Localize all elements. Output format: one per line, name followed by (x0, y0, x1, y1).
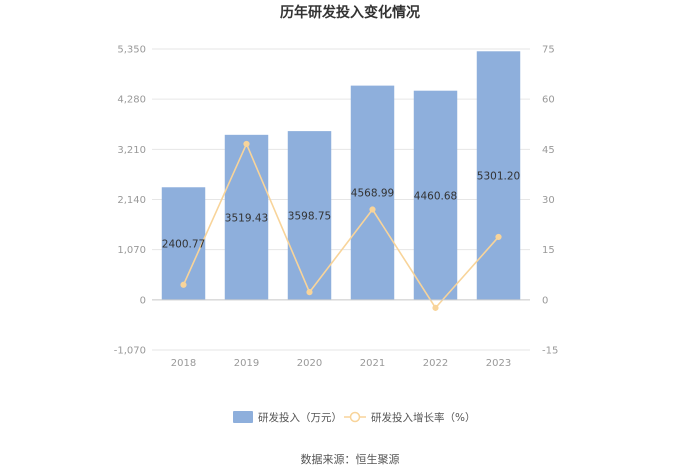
bar-series (161, 51, 521, 300)
bar-value-label: 4568.99 (351, 188, 394, 200)
right-tick-label: 45 (542, 145, 555, 156)
chart-title: 历年研发投入变化情况 (280, 4, 420, 21)
line-point (369, 206, 376, 213)
legend-line-label: 研发投入增长率（%） (371, 411, 475, 424)
bar-value-label: 3519.43 (225, 212, 268, 224)
bar (350, 85, 395, 300)
x-tick-label: 2018 (171, 358, 196, 369)
line-point (495, 233, 502, 241)
bar (161, 187, 206, 300)
left-tick-label: -1,070 (114, 346, 146, 357)
x-tick-label: 2019 (234, 358, 259, 369)
legend[interactable]: 研发投入（万元） 研发投入增长率（%） (233, 411, 475, 424)
line-series (180, 140, 502, 311)
legend-bar-swatch (233, 411, 253, 423)
right-tick-label: 75 (542, 45, 555, 56)
legend-line-marker (349, 411, 361, 423)
left-tick-label: 4,280 (117, 95, 146, 106)
right-axis: 75 60 45 30 15 0 -15 (542, 45, 558, 357)
right-tick-label: 0 (542, 295, 548, 306)
left-tick-label: 3,210 (117, 145, 146, 156)
bar-labels: 2400.77 3519.43 3598.75 4568.99 4460.68 5301.… (162, 171, 520, 251)
left-tick-label: 5,350 (117, 45, 146, 56)
source-text: 数据来源：恒生聚源 (301, 452, 400, 466)
right-tick-label: 60 (542, 95, 555, 106)
x-tick-label: 2022 (423, 358, 448, 369)
left-tick-label: 1,070 (117, 245, 146, 256)
bar-value-label: 2400.77 (162, 239, 205, 251)
bar (287, 131, 332, 300)
line-point (243, 140, 250, 148)
right-tick-label: 15 (542, 245, 555, 256)
right-tick-label: 30 (542, 195, 555, 206)
x-axis: 2018 2019 2020 2021 2022 2023 (152, 299, 530, 369)
grid (152, 48, 530, 351)
bar (413, 90, 458, 300)
bar (476, 51, 521, 300)
left-axis: 5,350 4,280 3,210 2,140 1,070 0 -1,070 (114, 45, 146, 357)
bar-value-label: 4460.68 (414, 190, 457, 202)
bar-value-label: 5301.20 (477, 171, 520, 183)
bar-value-label: 3598.75 (288, 210, 331, 222)
legend-bar-label: 研发投入（万元） (258, 411, 342, 424)
left-tick-label: 2,140 (117, 195, 146, 206)
line-point (306, 289, 313, 296)
x-tick-label: 2021 (360, 358, 385, 369)
line-point (180, 281, 187, 288)
left-tick-label: 0 (140, 295, 146, 306)
x-tick-label: 2023 (486, 358, 511, 369)
bar (224, 134, 269, 300)
x-tick-label: 2020 (297, 358, 322, 369)
line-point (432, 304, 439, 311)
right-tick-label: -15 (542, 346, 558, 357)
growth-line (182, 141, 500, 310)
